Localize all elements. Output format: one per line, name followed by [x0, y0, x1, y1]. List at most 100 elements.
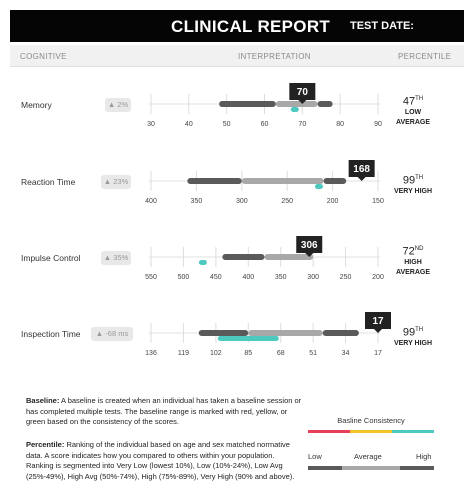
- memory-tick-label-3: 60: [261, 121, 269, 128]
- interpretation-column-header: INTERPRETATION: [238, 52, 311, 61]
- memory-range-segment-0: [219, 101, 276, 107]
- inspection-time-range-segment-2: [322, 330, 359, 336]
- inspection-time-percentile-value: 99: [402, 326, 416, 339]
- inspection-time-percentile-desc: VERY HIGH: [393, 339, 433, 347]
- inspection-time-change-badge: ▲ -68 ms: [91, 327, 133, 341]
- inspection-time-tick-label-2: 102: [210, 350, 222, 357]
- impulse-control-tick-label-4: 350: [275, 274, 287, 281]
- percentile-column-header: PERCENTILE: [398, 52, 452, 61]
- reaction-time-tick-label-4: 200: [327, 198, 339, 205]
- legend-average-label: Average: [354, 452, 382, 461]
- reaction-time-tick-label-3: 250: [281, 198, 293, 205]
- impulse-control-label: Impulse Control: [21, 253, 81, 263]
- legend-red-bar: [308, 430, 350, 433]
- impulse-control-percentile-value: 72: [402, 245, 415, 258]
- reaction-time-percentile: 99TH VERY HIGH: [383, 172, 443, 197]
- baseline-note: Baseline: A baseline is created when an …: [26, 396, 304, 428]
- reaction-time-range-segment-0: [187, 178, 242, 184]
- reaction-time-baseline-dot: [314, 184, 323, 189]
- inspection-time-tick-label-1: 119: [178, 350, 189, 357]
- impulse-control-percentile-desc-1: HIGH: [404, 258, 422, 266]
- memory-tick-label-1: 40: [185, 121, 193, 128]
- reaction-time-percentile-desc: VERY HIGH: [393, 187, 433, 195]
- impulse-control-tick-label-6: 250: [340, 274, 352, 281]
- inspection-time-baseline-dot: [217, 336, 279, 341]
- reaction-time-range-segment-2: [323, 178, 347, 184]
- legend-title: Basline Consistency: [337, 416, 405, 425]
- impulse-control-change-badge: ▲ 35%: [101, 251, 131, 265]
- reaction-time-percentile-suffix: TH: [415, 175, 424, 181]
- reaction-time-range-segment-1: [241, 178, 324, 184]
- inspection-time-tick-label-3: 85: [244, 350, 252, 357]
- inspection-time-percentile: 99TH VERY HIGH: [383, 324, 443, 349]
- memory-tick-label-0: 30: [147, 121, 155, 128]
- percentile-note-title: Percentile:: [26, 440, 65, 449]
- impulse-control-percentile-desc-2: AVERAGE: [395, 268, 431, 276]
- memory-tick-label-4: 70: [298, 121, 306, 128]
- memory-percentile-desc-2: AVERAGE: [395, 118, 431, 126]
- baseline-consistency-legend: Basline Consistency Low Average High: [306, 414, 436, 476]
- impulse-control-percentile: 72ND HIGH AVERAGE: [383, 243, 443, 278]
- impulse-control-tick-label-7: 200: [372, 274, 384, 281]
- reaction-time-score-marker: [348, 160, 375, 181]
- impulse-control-percentile-suffix: ND: [414, 246, 424, 252]
- inspection-time-tick-label-6: 34: [342, 350, 350, 357]
- legend-high-label: High: [416, 452, 432, 461]
- reaction-time-tick-label-5: 150: [372, 198, 384, 205]
- percentile-note-text: Ranking of the individual based on age a…: [26, 440, 295, 481]
- impulse-control-tick-label-5: 300: [307, 274, 319, 281]
- impulse-control-score-label: 306: [301, 240, 318, 251]
- reaction-time-tick-label-2: 300: [236, 198, 248, 205]
- column-header: COGNITIVE INTERPRETATION PERCENTILE: [10, 45, 464, 67]
- inspection-time-range-segment-1: [248, 330, 323, 336]
- legend-average-bar: [342, 466, 400, 470]
- test-date-label: TEST DATE:: [350, 20, 414, 32]
- impulse-control-tick-label-2: 450: [210, 274, 222, 281]
- legend-teal-bar: [392, 430, 434, 433]
- memory-percentile-value: 47: [402, 95, 416, 108]
- inspection-time-tick-label-5: 51: [309, 350, 317, 357]
- impulse-control-score-marker: [296, 236, 323, 257]
- report-title: CLINICAL REPORT: [171, 17, 331, 36]
- memory-percentile-desc-1: LOW: [404, 108, 422, 116]
- inspection-time-score-label: 17: [372, 316, 384, 327]
- report-header: CLINICAL REPORT TEST DATE:: [10, 10, 464, 42]
- reaction-time-label: Reaction Time: [21, 177, 76, 187]
- memory-percentile-suffix: TH: [415, 96, 424, 102]
- inspection-time-score-marker: [365, 312, 391, 333]
- memory-label: Memory: [21, 100, 52, 110]
- baseline-note-title: Baseline:: [26, 396, 60, 405]
- reaction-time-percentile-value: 99: [402, 174, 416, 187]
- impulse-control-tick-label-1: 500: [178, 274, 190, 281]
- impulse-control-range-segment-1: [264, 254, 314, 260]
- reaction-time-change-badge: ▲ 23%: [101, 175, 131, 189]
- percentile-note: Percentile: Ranking of the individual ba…: [26, 440, 304, 482]
- legend-low-bar: [308, 466, 342, 470]
- memory-score-marker: [289, 83, 316, 104]
- inspection-time-tick-label-7: 17: [374, 350, 382, 357]
- memory-score-label: 70: [297, 87, 309, 98]
- memory-baseline-dot: [290, 107, 299, 112]
- memory-range-segment-1: [275, 101, 318, 107]
- cognitive-column-header: COGNITIVE: [20, 52, 67, 61]
- impulse-control-baseline-dot: [198, 260, 207, 265]
- memory-range-segment-2: [317, 101, 333, 107]
- legend-high-bar: [400, 466, 434, 470]
- legend-yellow-bar: [350, 430, 392, 433]
- inspection-time-range-segment-0: [198, 330, 249, 336]
- reaction-time-tick-label-0: 400: [145, 198, 157, 205]
- inspection-time-tick-label-4: 68: [277, 350, 285, 357]
- reaction-time-score-label: 168: [353, 164, 370, 175]
- impulse-control-tick-label-0: 550: [145, 274, 157, 281]
- inspection-time-label: Inspection Time: [21, 329, 81, 339]
- memory-tick-label-6: 90: [374, 121, 382, 128]
- memory-change-badge: ▲ 2%: [105, 98, 131, 112]
- memory-percentile: 47TH LOW AVERAGE: [383, 93, 443, 128]
- memory-tick-label-2: 50: [223, 121, 231, 128]
- impulse-control-tick-label-3: 400: [242, 274, 254, 281]
- legend-low-label: Low: [308, 452, 322, 461]
- inspection-time-tick-label-0: 136: [145, 350, 157, 357]
- inspection-time-percentile-suffix: TH: [415, 327, 424, 333]
- reaction-time-tick-label-1: 350: [191, 198, 203, 205]
